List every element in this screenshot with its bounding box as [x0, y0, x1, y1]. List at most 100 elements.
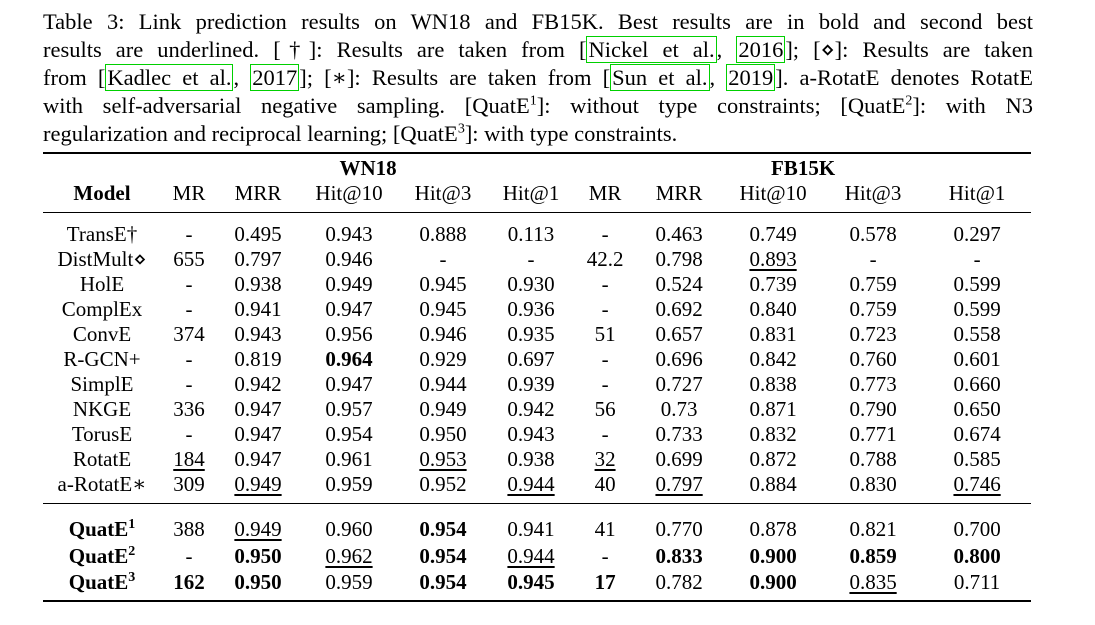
- table-cell: 0.463: [655, 222, 703, 246]
- table-cell: 0.739: [749, 272, 797, 296]
- table-row: SimplE - 0.942 0.947 0.944 0.939 - 0.727…: [43, 372, 1031, 397]
- citation-sun-year[interactable]: 2019: [726, 64, 776, 91]
- model-name: TorusE: [71, 422, 133, 446]
- baseline-rows: TransE† - 0.495 0.943 0.888 0.113 - 0.46…: [43, 212, 1032, 497]
- table-cell: 40: [594, 472, 616, 496]
- table-cell: 388: [173, 517, 205, 541]
- caption-line-5: regularization and reciprocal learning; …: [43, 121, 678, 146]
- citation-nickel-year[interactable]: 2016: [736, 36, 786, 63]
- table-cell: -: [601, 347, 609, 371]
- citation-kadlec-year[interactable]: 2017: [250, 64, 300, 91]
- table-cell: 0.674: [953, 422, 1001, 446]
- table-cell: 0.947: [234, 447, 282, 471]
- table-cell: 0.944: [419, 372, 467, 396]
- table-cell: 0.832: [749, 422, 797, 446]
- column-header-fb15k-hit1: Hit@1: [948, 181, 1006, 205]
- table-cell: -: [185, 222, 193, 246]
- table-cell: 0.558: [953, 322, 1001, 346]
- table-cell-best: 17: [594, 570, 616, 594]
- caption-line-4: with self-adversarial negative sampling.…: [43, 93, 1033, 118]
- table-cell: 0.790: [849, 397, 897, 421]
- model-name: R-GCN+: [63, 347, 141, 371]
- table-cell-best: 0.900: [749, 570, 797, 594]
- column-header-wn18-hit3: Hit@3: [414, 181, 472, 205]
- table-cell: 0.733: [655, 422, 703, 446]
- table-cell: 0.936: [507, 297, 555, 321]
- table-cell: 0.929: [419, 347, 467, 371]
- table-cell: 0.650: [953, 397, 1001, 421]
- table-cell: 0.878: [749, 517, 797, 541]
- table-cell: -: [185, 272, 193, 296]
- table-cell: 0.938: [507, 447, 555, 471]
- table-cell: 0.696: [655, 347, 703, 371]
- table-cell: -: [185, 422, 193, 446]
- table-cell: 0.73: [660, 397, 698, 421]
- caption-line-3: from [Kadlec et al., 2017]; [∗]: Results…: [43, 64, 1034, 91]
- caption-line-2: results are underlined. [†]: Results are…: [43, 36, 1034, 63]
- table-cell: -: [185, 543, 193, 568]
- table-bottom-rule: [43, 599, 1031, 602]
- column-header-wn18-mrr: MRR: [234, 181, 282, 205]
- table-cell: 655: [173, 247, 205, 271]
- table-cell: -: [601, 543, 609, 568]
- citation-sun[interactable]: Sun et al.: [610, 64, 710, 91]
- table-cell: 42.2: [586, 247, 624, 271]
- table-cell: 0.950: [419, 422, 467, 446]
- column-header-wn18-hit1: Hit@1: [502, 181, 560, 205]
- table-cell: 0.749: [749, 222, 797, 246]
- table-cell-best: 162: [173, 570, 205, 594]
- group-header-wn18: WN18: [339, 156, 397, 180]
- table-cell: 0.578: [849, 222, 897, 246]
- table-cell: 0.957: [325, 397, 373, 421]
- table-cell-second-best: 0.962: [325, 543, 373, 568]
- table-cell: -: [869, 247, 877, 271]
- table-row: NKGE 336 0.947 0.957 0.949 0.942 56 0.73…: [43, 397, 1031, 422]
- table-row: DistMult⋄ 655 0.797 0.946 - - 42.2 0.798…: [43, 247, 1031, 272]
- table-cell: -: [601, 297, 609, 321]
- table-cell: 0.727: [655, 372, 703, 396]
- table-cell-second-best: 0.835: [849, 570, 897, 594]
- table-cell-best: 0.833: [655, 543, 703, 568]
- citation-nickel[interactable]: Nickel et al.: [586, 36, 717, 63]
- citation-kadlec[interactable]: Kadlec et al.: [105, 64, 234, 91]
- table-cell: 51: [594, 322, 616, 346]
- table-cell-best: 0.950: [234, 543, 282, 568]
- table-cell: 0.495: [234, 222, 282, 246]
- table-cell: 0.692: [655, 297, 703, 321]
- table-cell: 0.959: [325, 472, 373, 496]
- table-cell: 0.524: [655, 272, 703, 296]
- table-cell: 0.773: [849, 372, 897, 396]
- table-cell-best: 0.859: [849, 543, 897, 568]
- table-cell: 0.946: [325, 247, 373, 271]
- table-cell: 0.884: [749, 472, 797, 496]
- table-cell: -: [601, 422, 609, 446]
- model-name: RotatE: [72, 447, 132, 471]
- table-cell: 0.113: [507, 222, 555, 246]
- group-header-fb15k: FB15K: [770, 156, 836, 180]
- model-name: TransE†: [66, 222, 138, 246]
- table-cell: 0.871: [749, 397, 797, 421]
- table-cell: 0.943: [234, 322, 282, 346]
- table-cell: 0.941: [234, 297, 282, 321]
- table-cell: 0.711: [953, 570, 1001, 594]
- table-cell: 0.297: [953, 222, 1001, 246]
- table-cell: 0.782: [655, 570, 703, 594]
- table-cell: 0.840: [749, 297, 797, 321]
- table-cell: 0.954: [325, 422, 373, 446]
- table-cell: 0.938: [234, 272, 282, 296]
- column-header-wn18-mr: MR: [172, 181, 206, 205]
- table-cell: 0.759: [849, 297, 897, 321]
- quate-rows: QuatE1 388 0.949 0.960 0.954 0.941 41 0.…: [43, 497, 1032, 600]
- table-cell: 0.952: [419, 472, 467, 496]
- table-cell-second-best: 0.949: [234, 517, 282, 541]
- table-cell-best: 0.945: [507, 570, 555, 594]
- table-cell: 0.819: [234, 347, 282, 371]
- table-cell: -: [973, 247, 981, 271]
- table-row: a-RotatE∗ 309 0.949 0.959 0.952 0.944 40…: [43, 472, 1031, 497]
- table-cell: 0.956: [325, 322, 373, 346]
- table-cell: 0.949: [419, 397, 467, 421]
- table-cell: -: [527, 247, 535, 271]
- table-cell: 0.943: [507, 422, 555, 446]
- column-header-fb15k-hit3: Hit@3: [844, 181, 902, 205]
- table-cell: 0.947: [234, 397, 282, 421]
